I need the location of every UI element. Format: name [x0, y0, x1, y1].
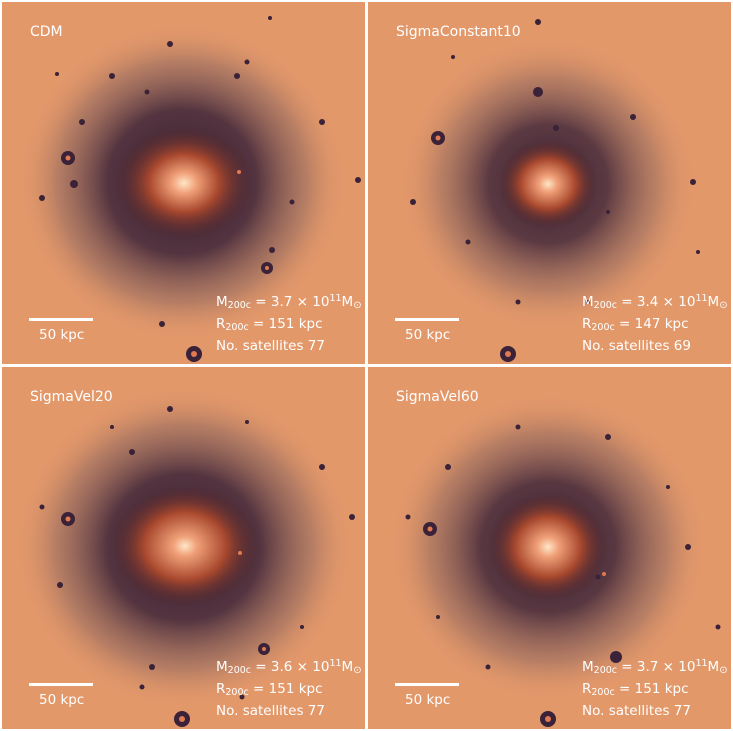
halo-mass: M200c = 3.7 × 1011M⊙ [582, 658, 728, 676]
panel-label: CDM [30, 24, 63, 40]
halo-density-map [368, 367, 731, 729]
halo-density-map [2, 367, 365, 729]
satellite-count: No. satellites 69 [582, 338, 691, 354]
satellite-count: No. satellites 77 [582, 703, 691, 719]
panel-label: SigmaVel20 [30, 389, 113, 405]
panel-label: SigmaVel60 [396, 389, 479, 405]
halo-density-map [368, 2, 731, 364]
panel-cdm: CDM 50 kpc M200c = 3.7 × 1011M⊙ R200c = … [2, 2, 365, 364]
panel-label: SigmaConstant10 [396, 24, 521, 40]
scale-bar-label: 50 kpc [39, 692, 85, 708]
panel-sigmavel20: SigmaVel20 50 kpc M200c = 3.6 × 1011M⊙ R… [2, 367, 365, 729]
panel-sigmavel60: SigmaVel60 50 kpc M200c = 3.7 × 1011M⊙ R… [368, 367, 731, 729]
halo-properties: M200c = 3.6 × 1011M⊙ R200c = 151 kpc No.… [216, 655, 362, 720]
satellite-count: No. satellites 77 [216, 703, 325, 719]
halo-radius: R200c = 147 kpc [582, 316, 689, 333]
scale-bar [395, 318, 459, 321]
panel-sigmaconstant10: SigmaConstant10 50 kpc M200c = 3.4 × 101… [368, 2, 731, 364]
halo-radius: R200c = 151 kpc [216, 316, 323, 333]
halo-density-map [2, 2, 365, 364]
halo-mass: M200c = 3.4 × 1011M⊙ [582, 293, 728, 311]
scale-bar-label: 50 kpc [39, 327, 85, 343]
scale-bar [395, 683, 459, 686]
scale-bar [29, 318, 93, 321]
scale-bar [29, 683, 93, 686]
halo-properties: M200c = 3.7 × 1011M⊙ R200c = 151 kpc No.… [216, 290, 362, 355]
satellite-count: No. satellites 77 [216, 338, 325, 354]
halo-radius: R200c = 151 kpc [216, 681, 323, 698]
halo-mass: M200c = 3.7 × 1011M⊙ [216, 293, 362, 311]
scale-bar-label: 50 kpc [405, 327, 451, 343]
scale-bar-label: 50 kpc [405, 692, 451, 708]
halo-properties: M200c = 3.7 × 1011M⊙ R200c = 151 kpc No.… [582, 655, 728, 720]
halo-radius: R200c = 151 kpc [582, 681, 689, 698]
halo-properties: M200c = 3.4 × 1011M⊙ R200c = 147 kpc No.… [582, 290, 728, 355]
halo-mass: M200c = 3.6 × 1011M⊙ [216, 658, 362, 676]
